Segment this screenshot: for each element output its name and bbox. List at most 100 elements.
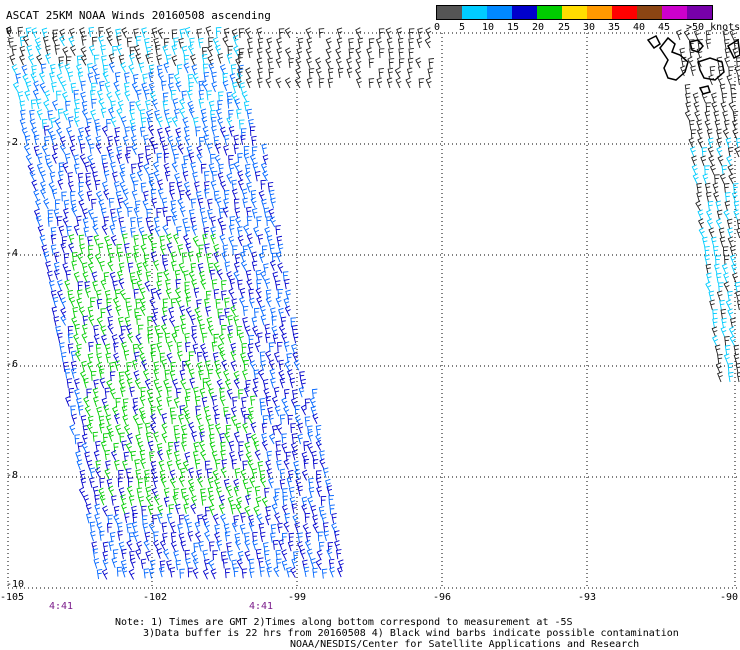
- wind-barb: [215, 44, 222, 56]
- wind-barb: [285, 451, 292, 462]
- wind-barb: [284, 47, 292, 59]
- wind-barb: [224, 297, 230, 308]
- wind-barb: [318, 28, 325, 39]
- wind-barb: [188, 467, 194, 479]
- island-floreana: [698, 85, 711, 95]
- wind-barb: [166, 386, 172, 397]
- wind-barb: [355, 27, 362, 39]
- wind-barb: [207, 486, 214, 498]
- wind-barb: [233, 261, 240, 273]
- wind-barb: [101, 125, 108, 137]
- wind-barb: [163, 109, 170, 120]
- wind-barb: [90, 370, 97, 381]
- island-isabela: [659, 36, 689, 81]
- wind-barb: [130, 217, 136, 228]
- wind-barb: [29, 118, 36, 130]
- wind-barb: [133, 206, 140, 218]
- wind-barb: [255, 287, 262, 299]
- wind-barb: [51, 152, 58, 164]
- wind-barb: [113, 181, 120, 192]
- wind-barb: [733, 209, 740, 221]
- wind-barb: [245, 494, 251, 506]
- wind-barb: [320, 495, 327, 506]
- wind-barb: [170, 540, 177, 552]
- wind-barb: [182, 170, 189, 182]
- wind-barb: [189, 314, 196, 326]
- wind-barb: [240, 406, 247, 418]
- legend-swatch: [612, 6, 637, 19]
- wind-barb: [126, 146, 132, 157]
- wind-barb: [121, 440, 127, 451]
- wind-barb: [260, 405, 266, 416]
- wind-barb: [222, 558, 229, 569]
- wind-barb: [54, 117, 61, 129]
- wind-barb: [101, 181, 108, 192]
- wind-barb: [196, 145, 203, 157]
- wind-barb: [248, 335, 254, 345]
- wind-barb: [171, 55, 178, 67]
- wind-barb: [143, 254, 150, 265]
- wind-barb: [151, 98, 158, 110]
- wind-barb: [231, 91, 238, 103]
- wind-barb: [116, 207, 123, 218]
- wind-barb: [182, 217, 188, 229]
- wind-barb: [57, 62, 64, 73]
- wind-barb: [136, 170, 143, 181]
- wind-barb: [224, 307, 230, 319]
- wind-barb: [233, 270, 240, 282]
- wind-barb: [161, 314, 168, 326]
- wind-barb: [67, 333, 74, 344]
- wind-barb: [31, 27, 38, 39]
- wind-barb: [150, 406, 156, 417]
- wind-barb: [273, 494, 279, 506]
- wind-barb: [93, 54, 100, 65]
- wind-barb: [216, 268, 223, 280]
- wind-barb: [136, 487, 143, 498]
- wind-barb: [229, 278, 235, 289]
- wind-barb: [74, 98, 80, 110]
- wind-barb: [237, 550, 244, 562]
- wind-barb: [71, 316, 78, 328]
- wind-barb: [108, 430, 114, 442]
- wind-barb: [174, 433, 180, 444]
- wind-barb: [215, 459, 221, 470]
- wind-barb: [726, 218, 733, 230]
- wind-barb: [690, 65, 696, 77]
- wind-barb: [152, 143, 159, 154]
- wind-barb: [124, 369, 131, 381]
- wind-barb: [276, 423, 283, 435]
- wind-barb: [118, 378, 125, 390]
- wind-barb: [199, 207, 206, 218]
- wind-barb: [120, 61, 127, 73]
- wind-barb: [264, 226, 271, 238]
- wind-barb: [233, 378, 240, 389]
- wind-barb: [714, 174, 720, 185]
- wind-barb: [148, 136, 155, 148]
- wind-barb: [386, 37, 393, 49]
- wind-barb: [105, 460, 111, 471]
- wind-barb: [42, 35, 49, 47]
- wind-barb: [173, 425, 180, 436]
- wind-barb: [108, 540, 114, 552]
- wind-barb: [77, 190, 84, 202]
- wind-barb: [33, 145, 40, 157]
- wind-barb: [261, 198, 267, 210]
- wind-barb: [183, 270, 189, 281]
- wind-barb: [113, 413, 120, 425]
- wind-barb: [184, 332, 190, 344]
- wind-barb: [19, 45, 26, 57]
- wind-barb: [163, 37, 170, 48]
- wind-barb: [709, 299, 715, 311]
- wind-barb: [318, 78, 325, 89]
- wind-barb: [326, 548, 333, 559]
- wind-barb: [67, 325, 74, 336]
- wind-barb: [116, 153, 123, 164]
- wind-barb: [229, 451, 235, 462]
- note-line-1: Note: 1) Times are GMT 2)Times along bot…: [115, 617, 573, 628]
- wind-barb: [210, 233, 217, 245]
- wind-barb: [143, 568, 150, 579]
- wind-barb: [723, 255, 730, 266]
- wind-barb: [317, 531, 324, 542]
- wind-barb: [236, 558, 243, 570]
- wind-barb: [245, 432, 252, 444]
